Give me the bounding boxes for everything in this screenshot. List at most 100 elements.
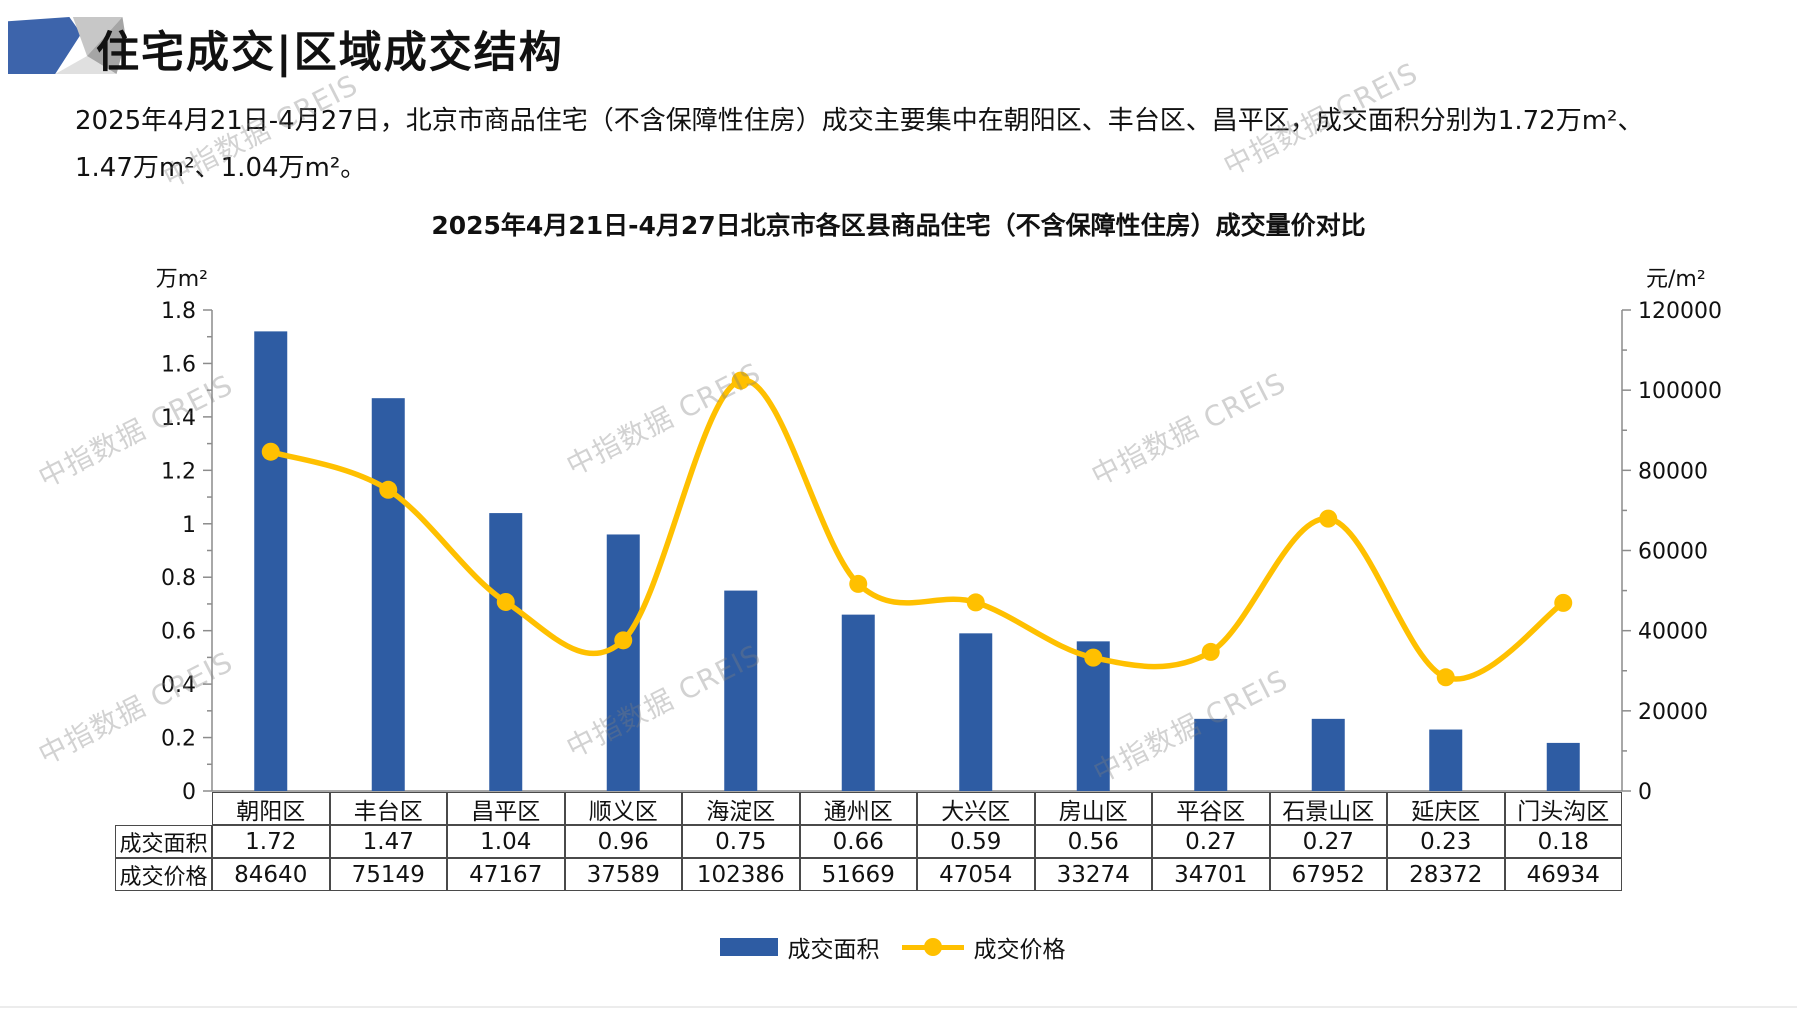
table-cell-成交价格-平谷区: 34701 [1152, 858, 1270, 891]
x-axis-label-丰台区: 丰台区 [329, 792, 447, 825]
x-axis-label-大兴区: 大兴区 [917, 792, 1035, 825]
price-marker-门头沟区 [1554, 593, 1573, 612]
table-cell-成交面积-房山区: 0.56 [1034, 825, 1152, 858]
table-cell-成交价格-大兴区: 47054 [917, 858, 1035, 891]
bar-通州区 [841, 614, 875, 791]
bar-石景山区 [1311, 718, 1345, 791]
table-cell-成交价格-延庆区: 28372 [1387, 858, 1505, 891]
y-axis-left-tick-label: 1 [182, 513, 196, 538]
price-marker-顺义区 [614, 631, 633, 650]
x-axis-label-朝阳区: 朝阳区 [212, 792, 330, 825]
table-cell-成交面积-石景山区: 0.27 [1269, 825, 1387, 858]
y-axis-left-tick-label: 1.4 [161, 406, 196, 431]
y-axis-left-tick-label: 1.2 [161, 459, 196, 484]
legend-label-area: 成交面积 [787, 937, 880, 963]
table-cell-成交价格-房山区: 33274 [1034, 858, 1152, 891]
bar-房山区 [1076, 641, 1110, 791]
y-axis-right-tick-label: 100000 [1638, 379, 1722, 404]
table-row-header-成交价格: 成交价格 [115, 858, 212, 891]
right-axis-unit-label: 元/m² [1646, 267, 1706, 292]
bar-丰台区 [371, 398, 405, 791]
table-cell-成交价格-石景山区: 67952 [1269, 858, 1387, 891]
x-axis-label-昌平区: 昌平区 [447, 792, 565, 825]
table-cell-成交价格-朝阳区: 84640 [212, 858, 330, 891]
table-cell-成交面积-朝阳区: 1.72 [212, 825, 330, 858]
bar-顺义区 [606, 534, 640, 791]
table-cell-成交面积-门头沟区: 0.18 [1504, 825, 1622, 858]
bar-海淀区 [724, 590, 758, 791]
chart-legend: 成交面积 成交价格 [0, 930, 1797, 964]
x-axis-label-房山区: 房山区 [1034, 792, 1152, 825]
x-axis-label-顺义区: 顺义区 [564, 792, 682, 825]
price-marker-海淀区 [731, 371, 750, 390]
creis-logo [8, 14, 126, 74]
chart-title: 2025年4月21日-4月27日北京市各区县商品住宅（不含保障性住房）成交量价对… [431, 211, 1366, 240]
watermark: 中指数据 CREIS [33, 645, 239, 772]
watermark: 中指数据 CREIS [33, 368, 239, 495]
price-line [268, 377, 1566, 682]
data-table: 朝阳区 丰台区 昌平区 顺义区 海淀区 通州区 大兴区 房山区 平谷区 石景山区 延庆区 门头沟区 成交… [115, 792, 1622, 891]
price-marker-丰台区 [379, 480, 398, 499]
price-marker-朝阳区 [261, 442, 280, 461]
price-marker-石景山区 [1319, 509, 1338, 528]
watermark: 中指数据 CREIS [561, 356, 767, 483]
bar-朝阳区 [254, 331, 288, 791]
summary-line-1: 2025年4月21日-4月27日，北京市商品住宅（不含保障性住房）成交主要集中在… [75, 106, 1644, 136]
table-cell-成交面积-海淀区: 0.75 [682, 825, 800, 858]
price-marker-平谷区 [1201, 642, 1220, 661]
table-cell-成交面积-通州区: 0.66 [799, 825, 917, 858]
watermark: 中指数据 CREIS [561, 638, 767, 765]
table-cell-成交价格-顺义区: 37589 [564, 858, 682, 891]
page-title: 住宅成交|区域成交结构 [96, 28, 564, 78]
y-axis-right-tick-label: 60000 [1638, 540, 1708, 565]
price-marker-延庆区 [1436, 668, 1455, 687]
price-marker-大兴区 [966, 593, 985, 612]
price-marker-房山区 [1084, 648, 1103, 667]
y-axis-left-tick-label: 0.8 [161, 566, 196, 591]
table-cell-成交价格-昌平区: 47167 [447, 858, 565, 891]
summary-text: 2025年4月21日-4月27日，北京市商品住宅（不含保障性住房）成交主要集中在… [75, 98, 1725, 192]
left-axis-unit-label: 万m² [156, 267, 208, 292]
y-axis-left-tick-label: 0.4 [161, 673, 196, 698]
table-cell-成交面积-延庆区: 0.23 [1387, 825, 1505, 858]
y-axis-left-tick-label: 0.6 [161, 620, 196, 645]
table-cell-成交价格-门头沟区: 46934 [1504, 858, 1622, 891]
watermark: 中指数据 CREIS [1088, 663, 1294, 790]
legend-label-price: 成交价格 [973, 937, 1066, 963]
summary-line-2: 1.47万m²、1.04万m²。 [75, 153, 367, 183]
y-axis-left-tick-label: 1.8 [161, 299, 196, 324]
x-axis-label-通州区: 通州区 [799, 792, 917, 825]
y-axis-left-tick-label: 1.6 [161, 352, 196, 377]
bar-平谷区 [1194, 718, 1228, 791]
x-axis-label-门头沟区: 门头沟区 [1504, 792, 1622, 825]
y-axis-right-tick-label: 120000 [1638, 299, 1722, 324]
y-axis-left-tick-label: 0.2 [161, 727, 196, 752]
table-row-header-成交面积: 成交面积 [115, 825, 212, 858]
x-axis-label-海淀区: 海淀区 [682, 792, 800, 825]
table-cell-成交面积-大兴区: 0.59 [917, 825, 1035, 858]
bar-延庆区 [1429, 729, 1463, 791]
table-cell-成交价格-通州区: 51669 [799, 858, 917, 891]
bottom-divider [0, 1006, 1797, 1008]
y-axis-right-tick-label: 40000 [1638, 620, 1708, 645]
legend-line-marker [923, 938, 942, 956]
bar-昌平区 [489, 513, 523, 791]
legend-bar-swatch [719, 938, 778, 956]
y-axis-right-tick-label: 20000 [1638, 700, 1708, 725]
table-cell-成交面积-丰台区: 1.47 [329, 825, 447, 858]
table-cell-成交面积-平谷区: 0.27 [1152, 825, 1270, 858]
table-cell-成交价格-丰台区: 75149 [329, 858, 447, 891]
x-axis-label-石景山区: 石景山区 [1269, 792, 1387, 825]
table-cell-成交面积-顺义区: 0.96 [564, 825, 682, 858]
price-marker-通州区 [849, 574, 868, 593]
watermark: 中指数据 CREIS [1086, 366, 1292, 493]
table-corner-cell [115, 792, 212, 825]
x-axis-label-延庆区: 延庆区 [1387, 792, 1505, 825]
y-axis-right-tick-label: 0 [1638, 780, 1652, 805]
price-marker-昌平区 [496, 592, 515, 611]
table-cell-成交价格-海淀区: 102386 [682, 858, 800, 891]
y-axis-right-tick-label: 80000 [1638, 459, 1708, 484]
legend-line-swatch [901, 937, 964, 957]
bar-大兴区 [959, 633, 993, 791]
